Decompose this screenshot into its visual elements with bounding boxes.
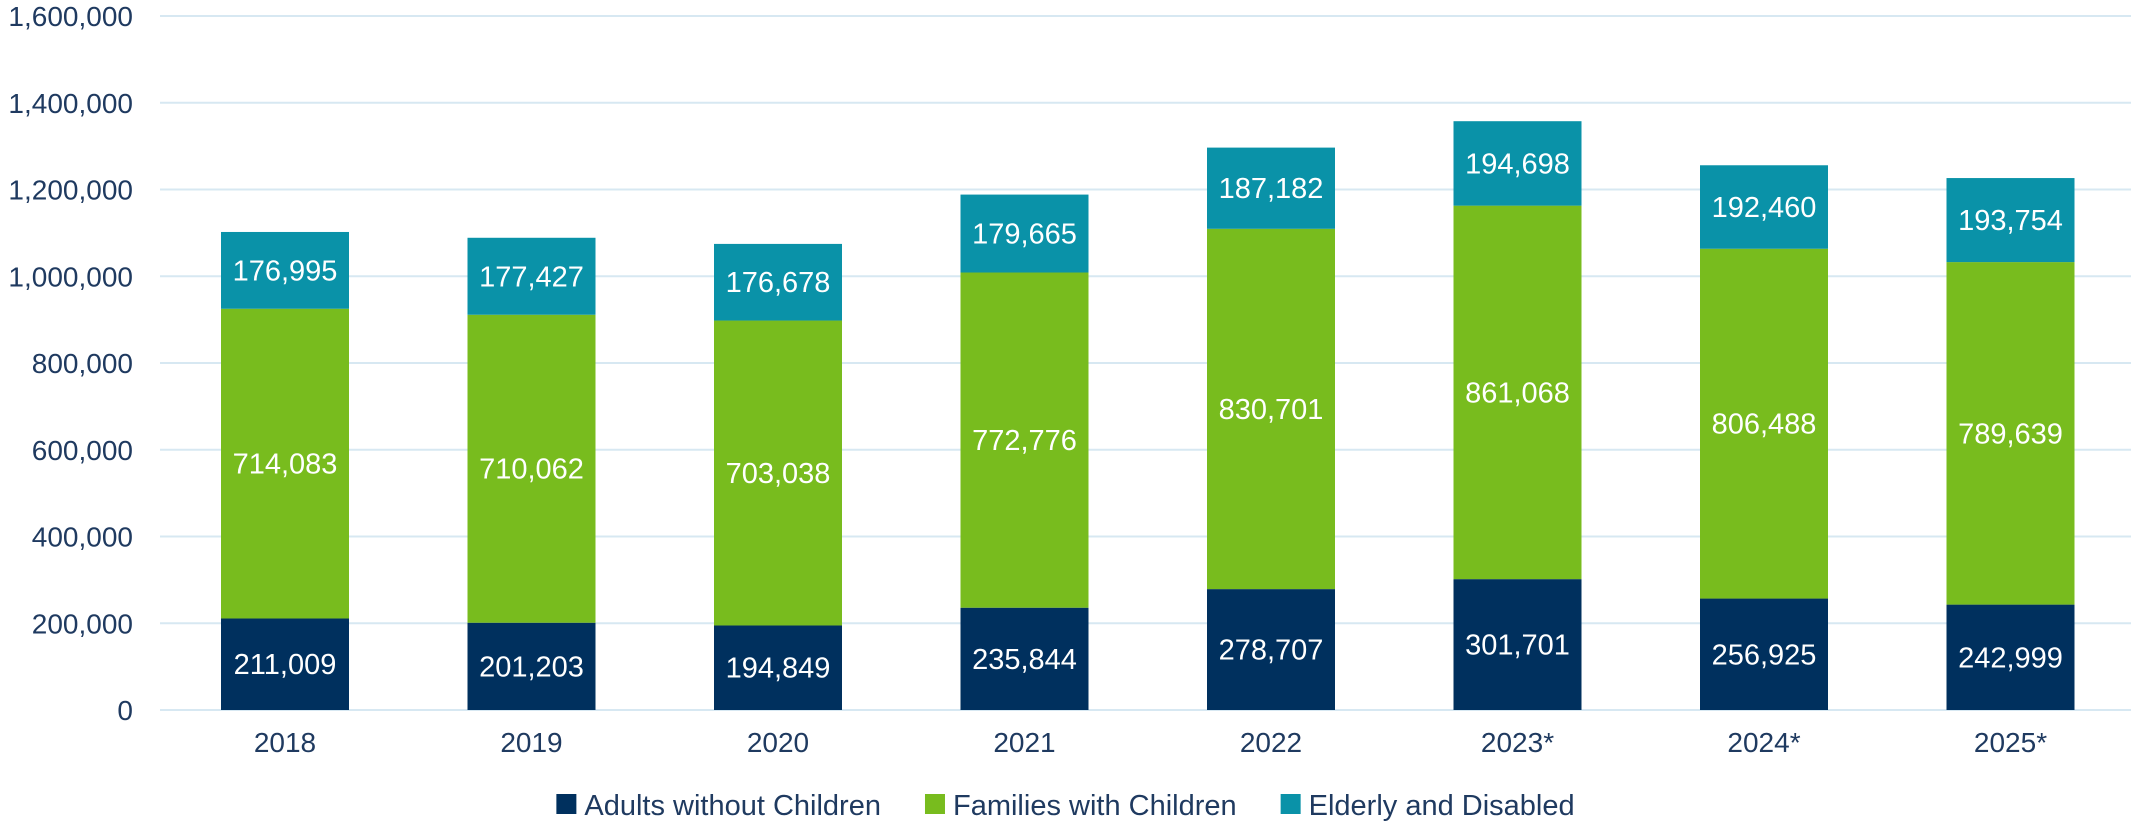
bar-segment [221, 308, 349, 619]
bar-data-label: 830,701 [1219, 394, 1324, 426]
y-tick-label: 0 [117, 695, 133, 726]
bar-data-label: 193,754 [1958, 205, 2063, 237]
bar-data-label: 861,068 [1465, 377, 1570, 409]
bar-segment [714, 320, 842, 626]
bar-data-label: 242,999 [1958, 642, 2063, 674]
bar-data-label: 177,427 [479, 261, 584, 293]
bar-data-label: 179,665 [972, 219, 1077, 251]
y-tick-label: 200,000 [32, 608, 133, 639]
x-axis-category-labels: 2018 2019 2020 2021 2022 2023* 2024* 2025* [254, 727, 2047, 758]
x-category-label: 2019 [500, 727, 562, 758]
bar-segment [467, 237, 596, 315]
bar-segment [1700, 165, 1828, 249]
bar-segment [467, 314, 596, 623]
bar-segment [1207, 147, 1335, 229]
bar-segment [1946, 178, 2075, 263]
x-category-label: 2024* [1727, 727, 1800, 758]
bar-data-label: 710,062 [479, 454, 584, 486]
legend-swatch [1280, 794, 1301, 814]
x-category-label: 2025* [1974, 727, 2047, 758]
x-category-label: 2022 [1240, 727, 1302, 758]
bar-data-label: 187,182 [1219, 173, 1324, 205]
bars: 211,009 714,083 176,995 201,203 710,062 177,4… [221, 121, 2075, 710]
bar-data-label: 194,698 [1465, 148, 1570, 180]
bar-segment [1946, 262, 2075, 605]
bar-segment [960, 194, 1089, 273]
y-tick-label: 400,000 [32, 522, 133, 553]
bar-data-label: 772,776 [972, 425, 1077, 457]
y-tick-label: 1,000,000 [8, 261, 133, 292]
y-tick-label: 800,000 [32, 348, 133, 379]
legend-label: Families with Children [953, 790, 1237, 822]
legend-label: Elderly and Disabled [1309, 790, 1575, 822]
bar-data-label: 789,639 [1958, 418, 2063, 450]
x-category-label: 2018 [254, 727, 316, 758]
bar-data-label: 194,849 [726, 653, 831, 685]
y-tick-label: 1,400,000 [8, 88, 133, 119]
bar-segment [467, 622, 596, 710]
gridlines [160, 15, 2131, 711]
x-category-label: 2023* [1481, 727, 1554, 758]
bar-segment [1946, 604, 2075, 710]
y-axis-tick-labels: 0 200,000 400,000 600,000 800,000 1,000,000 1,… [8, 1, 133, 726]
bar-segment [960, 607, 1089, 710]
bar-data-label: 703,038 [726, 458, 831, 490]
bar-segment [714, 625, 842, 710]
bar-segment [714, 243, 842, 321]
legend-swatch [924, 794, 945, 814]
bar-data-label: 714,083 [233, 449, 338, 481]
bar-segment [960, 272, 1089, 608]
x-category-label: 2021 [993, 727, 1055, 758]
bar-data-label: 278,707 [1219, 635, 1324, 667]
legend: Adults without Children Families with Chi… [556, 790, 1575, 822]
bar-data-label: 806,488 [1712, 409, 1817, 441]
legend-swatch [556, 794, 577, 814]
bar-segment [1700, 598, 1828, 710]
bar-data-label: 235,844 [972, 644, 1077, 676]
legend-label: Adults without Children [584, 790, 881, 822]
bar-data-label: 176,678 [726, 267, 831, 299]
y-tick-label: 1,200,000 [8, 175, 133, 206]
bar-data-label: 201,203 [479, 651, 584, 683]
y-tick-label: 600,000 [32, 435, 133, 466]
y-tick-label: 1,600,000 [8, 1, 133, 32]
bar-data-label: 301,701 [1465, 630, 1570, 662]
bar-segment [221, 618, 349, 710]
bar-segment [1207, 589, 1335, 710]
bar-data-label: 211,009 [234, 649, 337, 681]
bar-data-label: 176,995 [233, 255, 338, 287]
bar-data-label: 192,460 [1712, 192, 1817, 224]
bar-segment [1700, 248, 1828, 599]
bar-segment [1453, 121, 1582, 206]
bar-segment [1453, 579, 1582, 710]
bar-segment [1453, 205, 1582, 580]
x-category-label: 2020 [747, 727, 809, 758]
bar-segment [1207, 228, 1335, 590]
bar-data-label: 256,925 [1712, 639, 1817, 671]
bar-segment [221, 231, 349, 309]
